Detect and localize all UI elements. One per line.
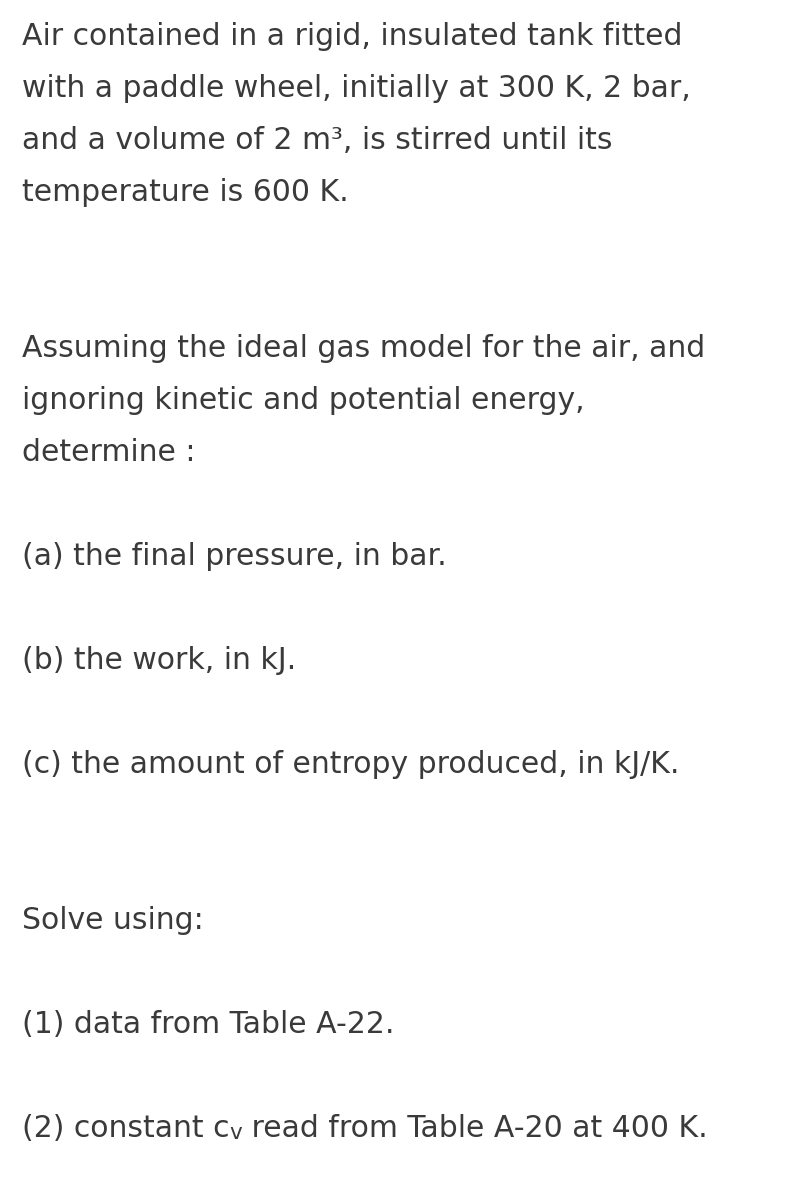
Text: (a) the final pressure, in bar.: (a) the final pressure, in bar. <box>22 542 447 571</box>
Text: temperature is 600 K.: temperature is 600 K. <box>22 178 349 206</box>
Text: Assuming the ideal gas model for the air, and: Assuming the ideal gas model for the air… <box>22 334 705 362</box>
Text: Air contained in a rigid, insulated tank fitted: Air contained in a rigid, insulated tank… <box>22 22 682 50</box>
Text: ignoring kinetic and potential energy,: ignoring kinetic and potential energy, <box>22 386 585 415</box>
Text: (c) the amount of entropy produced, in kJ/K.: (c) the amount of entropy produced, in k… <box>22 750 680 779</box>
Text: (2) constant c: (2) constant c <box>22 1114 230 1142</box>
Text: with a paddle wheel, initially at 300 K, 2 bar,: with a paddle wheel, initially at 300 K,… <box>22 74 691 103</box>
Text: (b) the work, in kJ.: (b) the work, in kJ. <box>22 646 296 674</box>
Text: read from Table A-20 at 400 K.: read from Table A-20 at 400 K. <box>242 1114 708 1142</box>
Text: and a volume of 2 m³, is stirred until its: and a volume of 2 m³, is stirred until i… <box>22 126 613 155</box>
Text: (1) data from Table A-22.: (1) data from Table A-22. <box>22 1010 395 1039</box>
Text: Solve using:: Solve using: <box>22 906 204 935</box>
Text: v: v <box>230 1123 242 1144</box>
Text: determine :: determine : <box>22 438 195 467</box>
